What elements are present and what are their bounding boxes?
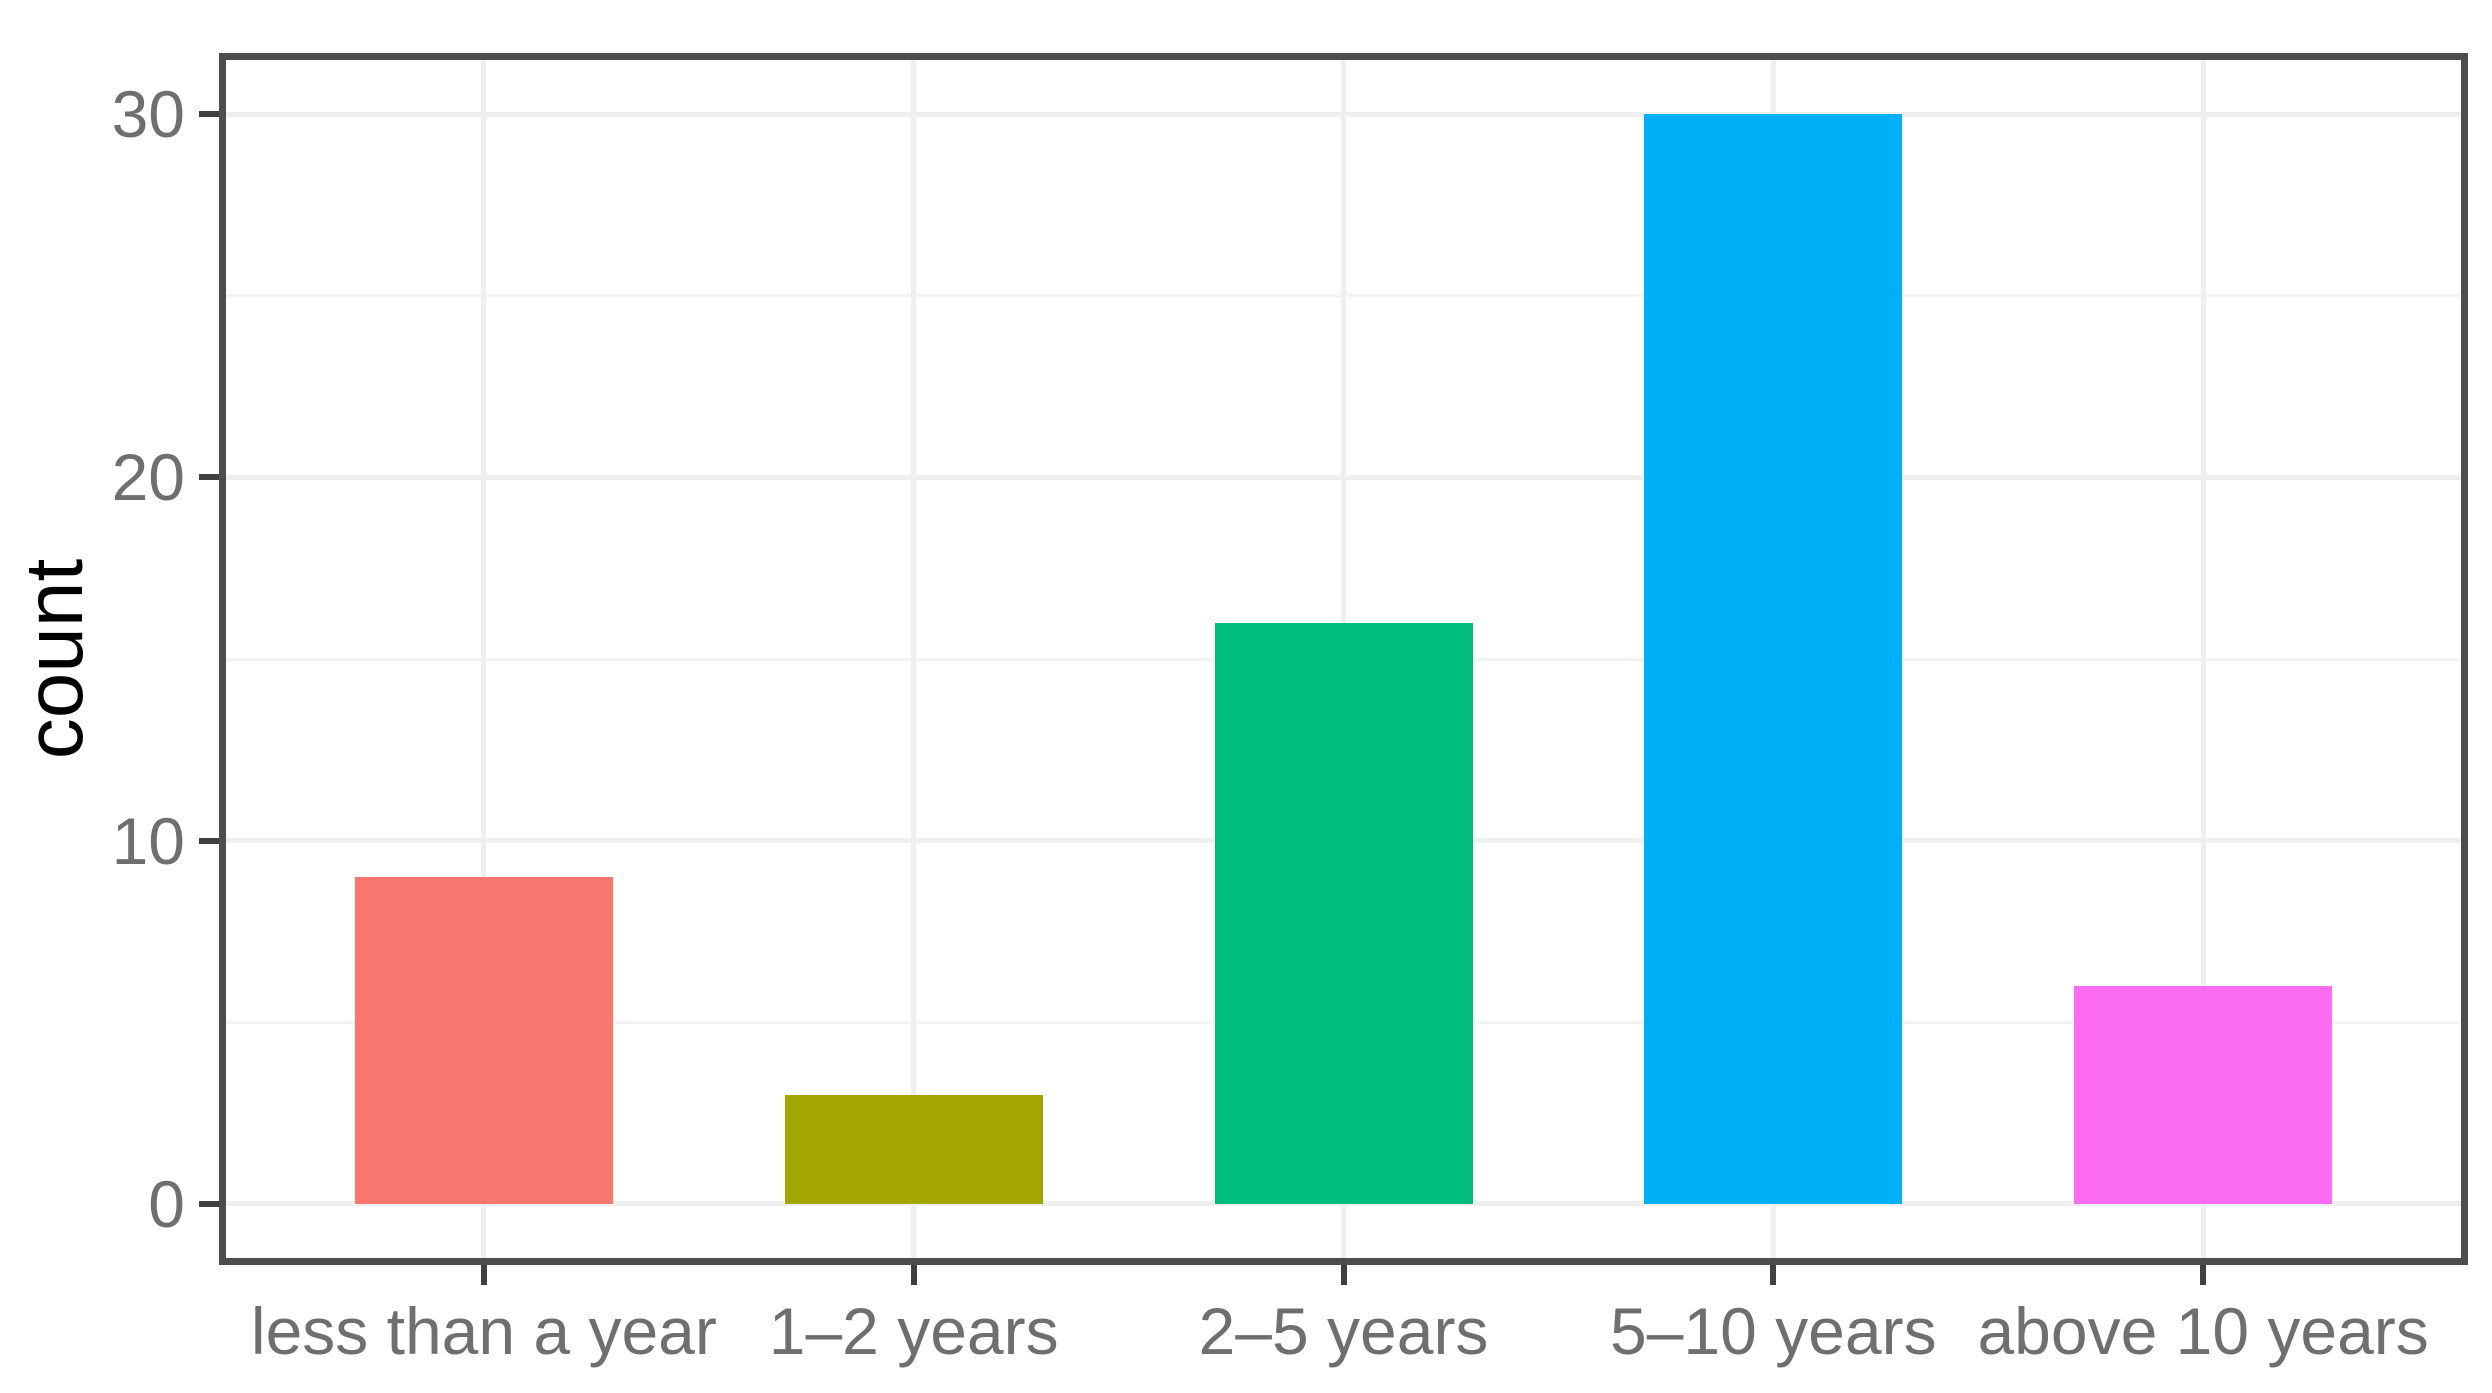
bar: [1644, 114, 1902, 1204]
major-gridline-vertical: [481, 60, 487, 1258]
x-axis-tick-label: less than a year: [250, 1294, 717, 1368]
y-axis-title: count: [9, 558, 100, 760]
x-axis-tick-label: 5–10 years: [1610, 1294, 1937, 1368]
x-axis-tick: [1340, 1265, 1347, 1285]
x-axis-tick-label: 1–2 years: [768, 1294, 1059, 1368]
x-axis-tick-label: 2–5 years: [1198, 1294, 1489, 1368]
x-axis-tick: [2200, 1265, 2207, 1285]
major-gridline-vertical: [911, 60, 917, 1258]
major-gridline-vertical: [2200, 60, 2206, 1258]
y-axis-tick-label: 0: [148, 1166, 185, 1241]
y-axis-tick: [199, 474, 219, 481]
bar: [355, 876, 613, 1204]
y-axis-tick-label: 10: [111, 803, 185, 878]
plot-area: [226, 60, 2461, 1258]
x-axis-tick: [480, 1265, 487, 1285]
y-axis-tick-label: 30: [111, 77, 185, 152]
x-axis-tick: [910, 1265, 917, 1285]
x-axis-tick-label: above 10 years: [1977, 1294, 2429, 1368]
plot-panel: [219, 53, 2468, 1265]
y-axis-tick: [199, 111, 219, 118]
bar: [1215, 622, 1473, 1204]
y-axis-tick: [199, 837, 219, 844]
y-axis-tick: [199, 1200, 219, 1207]
bar: [785, 1094, 1043, 1204]
x-axis-tick: [1770, 1265, 1777, 1285]
bar: [2074, 985, 2332, 1204]
y-axis-tick-label: 20: [111, 440, 185, 515]
